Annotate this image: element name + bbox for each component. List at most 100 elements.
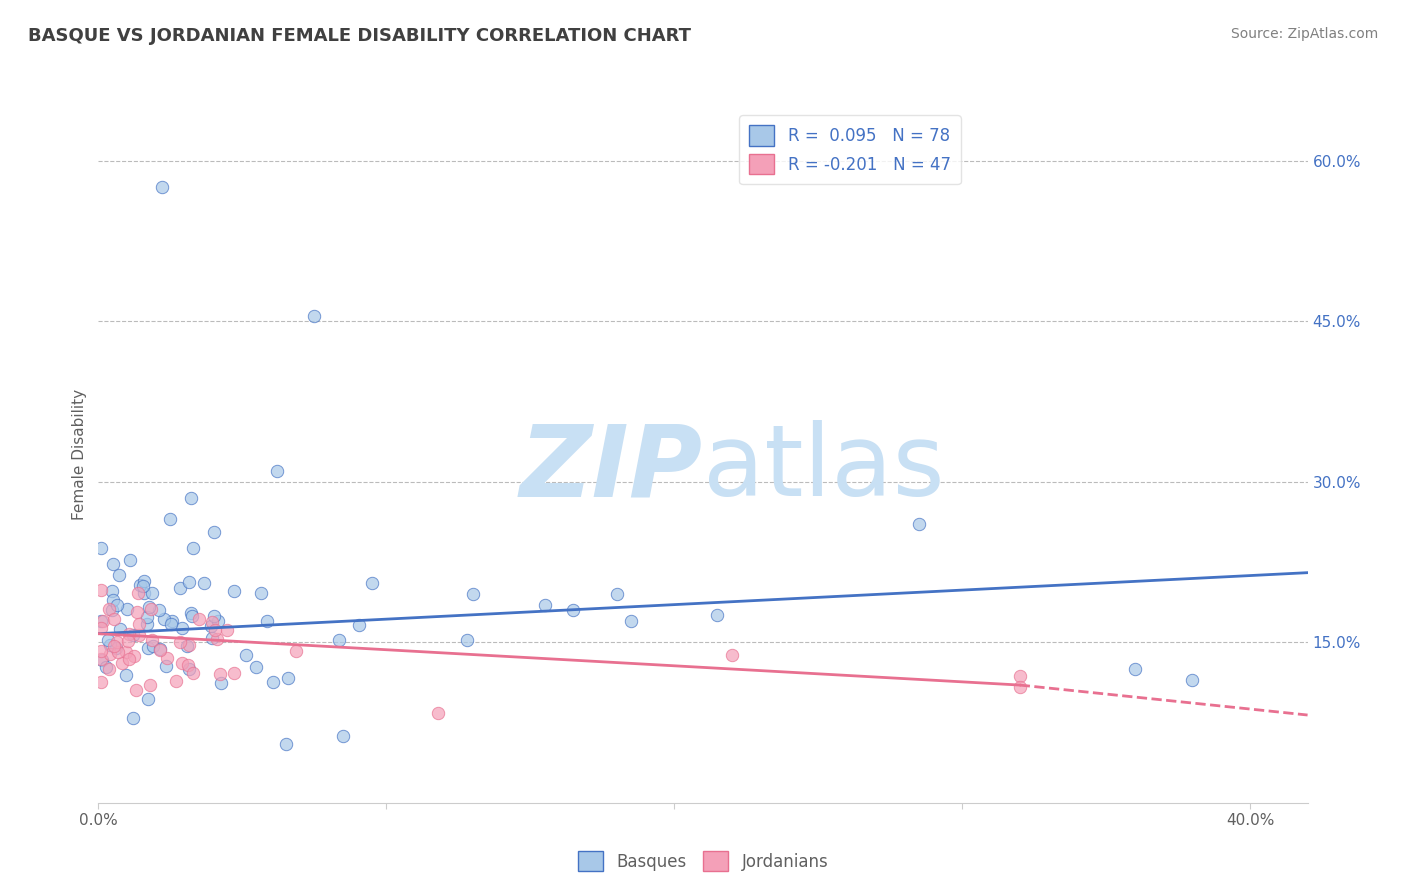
Point bbox=[128, 616, 150, 631]
Point bbox=[215, 623, 238, 637]
Point bbox=[177, 574, 200, 589]
Point bbox=[162, 615, 184, 629]
Point bbox=[332, 730, 354, 744]
Point bbox=[105, 640, 128, 655]
Point bbox=[136, 691, 159, 706]
Point bbox=[200, 618, 222, 632]
Point bbox=[204, 623, 226, 637]
Point bbox=[1123, 662, 1146, 676]
Point bbox=[90, 582, 112, 597]
Point bbox=[304, 309, 326, 323]
Point bbox=[90, 651, 112, 665]
Point bbox=[361, 576, 384, 591]
Point bbox=[117, 633, 139, 648]
Point bbox=[456, 633, 478, 648]
Point bbox=[256, 614, 278, 628]
Point bbox=[347, 618, 370, 632]
Text: Source: ZipAtlas.com: Source: ZipAtlas.com bbox=[1230, 27, 1378, 41]
Point bbox=[208, 666, 231, 681]
Point bbox=[159, 512, 181, 526]
Point bbox=[176, 639, 198, 653]
Point bbox=[179, 662, 201, 676]
Point bbox=[107, 567, 129, 582]
Point bbox=[1008, 669, 1031, 683]
Point bbox=[128, 628, 150, 642]
Point bbox=[135, 609, 157, 624]
Point bbox=[142, 640, 165, 654]
Point bbox=[127, 586, 149, 600]
Point bbox=[97, 661, 120, 675]
Point bbox=[159, 617, 181, 632]
Point bbox=[427, 706, 450, 720]
Text: atlas: atlas bbox=[703, 420, 945, 517]
Point bbox=[91, 614, 114, 628]
Point bbox=[124, 649, 146, 664]
Point bbox=[620, 614, 643, 628]
Point bbox=[170, 657, 193, 671]
Point bbox=[132, 574, 155, 589]
Point bbox=[90, 674, 112, 689]
Point bbox=[118, 553, 141, 567]
Point bbox=[90, 643, 112, 657]
Point bbox=[136, 617, 159, 632]
Point bbox=[125, 682, 148, 697]
Point bbox=[131, 579, 153, 593]
Point bbox=[97, 602, 120, 616]
Point bbox=[111, 657, 134, 671]
Point bbox=[105, 599, 128, 613]
Point bbox=[235, 648, 257, 662]
Point bbox=[105, 635, 128, 649]
Point bbox=[138, 599, 160, 614]
Point bbox=[101, 557, 124, 571]
Point bbox=[207, 632, 229, 646]
Point bbox=[156, 651, 179, 665]
Point bbox=[187, 612, 209, 626]
Point bbox=[121, 627, 143, 641]
Point bbox=[262, 675, 284, 690]
Point bbox=[117, 626, 139, 640]
Point bbox=[266, 464, 288, 478]
Point bbox=[117, 652, 139, 666]
Point bbox=[193, 576, 215, 591]
Point bbox=[115, 602, 138, 616]
Point bbox=[172, 621, 194, 635]
Point bbox=[100, 603, 122, 617]
Point bbox=[224, 584, 246, 599]
Point bbox=[94, 659, 117, 673]
Point bbox=[149, 642, 172, 657]
Point bbox=[202, 524, 225, 539]
Point bbox=[150, 180, 173, 194]
Point bbox=[224, 666, 246, 681]
Point bbox=[277, 671, 299, 685]
Point bbox=[209, 676, 232, 690]
Point bbox=[169, 634, 191, 648]
Point bbox=[533, 598, 555, 612]
Text: ZIP: ZIP bbox=[520, 420, 703, 517]
Point bbox=[706, 608, 728, 623]
Point bbox=[138, 678, 160, 692]
Point bbox=[125, 605, 148, 619]
Y-axis label: Female Disability: Female Disability bbox=[72, 389, 87, 521]
Point bbox=[207, 614, 229, 628]
Point bbox=[149, 643, 172, 657]
Point bbox=[90, 541, 112, 555]
Point bbox=[245, 659, 267, 673]
Point bbox=[132, 585, 155, 599]
Point bbox=[155, 658, 177, 673]
Point bbox=[562, 603, 585, 617]
Point bbox=[165, 673, 187, 688]
Point bbox=[141, 585, 163, 599]
Point bbox=[103, 639, 125, 653]
Point bbox=[148, 603, 170, 617]
Point bbox=[328, 632, 350, 647]
Point bbox=[138, 641, 160, 656]
Point bbox=[720, 648, 742, 662]
Point bbox=[169, 581, 191, 595]
Point bbox=[90, 615, 112, 629]
Point bbox=[115, 645, 138, 659]
Point bbox=[98, 647, 121, 661]
Point bbox=[108, 622, 131, 636]
Point bbox=[122, 711, 145, 725]
Point bbox=[180, 606, 202, 620]
Point bbox=[139, 602, 162, 616]
